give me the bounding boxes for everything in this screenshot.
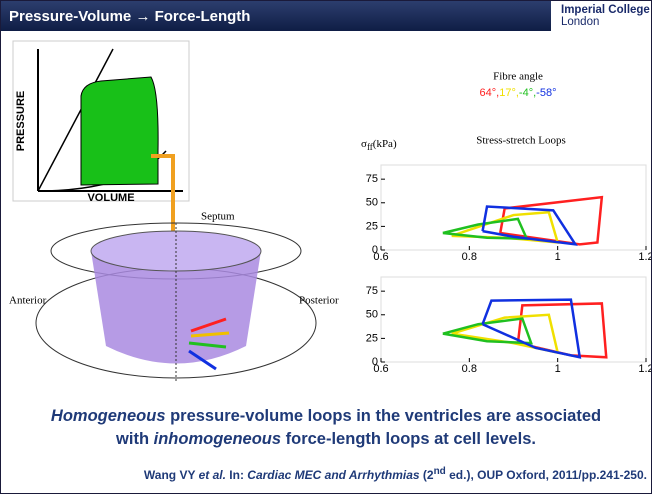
y-tick-label: 25 (366, 332, 378, 344)
legend-entry: -4°, (519, 87, 536, 99)
label: Posterior (299, 295, 339, 307)
text: pressure-volume loops in the ventricles … (166, 407, 602, 425)
text: In: (226, 468, 247, 482)
x-tick-label: 0.6 (373, 363, 388, 375)
body-text: Homogeneous pressure-volume loops in the… (1, 405, 651, 451)
text: force-length loops at cell levels. (281, 430, 536, 448)
x-tick-label: 0.6 (373, 251, 388, 263)
header: Pressure-Volume → Force-Length Imperial … (1, 1, 651, 31)
pv-ylabel: PRESSURE (15, 91, 27, 152)
text: inhomogeneous (154, 430, 281, 448)
y-tick-label: 50 (366, 309, 378, 321)
text: et al. (199, 468, 226, 482)
text: Wang VY (144, 468, 199, 482)
y-tick-label: 25 (366, 220, 378, 232)
x-tick-label: 1.2 (638, 363, 651, 375)
text: ed.), OUP Oxford, 2011/pp.241-250. (446, 468, 647, 482)
text: Cardiac MEC and Arrhythmias (247, 468, 419, 482)
legend: 64°,17°,-4°,-58° (480, 87, 557, 99)
x-tick-label: 1 (555, 251, 561, 263)
x-tick-label: 0.8 (462, 251, 477, 263)
legend-entry: 17°, (499, 87, 519, 99)
legend-entry: 64°, (480, 87, 500, 99)
text: nd (434, 466, 446, 477)
logo-text: Imperial College (561, 4, 650, 16)
x-tick-label: 0.8 (462, 363, 477, 375)
text: (2 (420, 468, 434, 482)
pv-xlabel: VOLUME (87, 192, 134, 204)
label: Anterior (9, 295, 47, 307)
y-tick-label: 75 (366, 285, 378, 297)
chart-title: Stress-stretch Loops (476, 135, 566, 147)
text: (kPa) (373, 138, 397, 150)
slide: PRESSURE VOLUME Septum Anterior Posterio… (0, 0, 652, 494)
y-tick-label: 50 (366, 197, 378, 209)
text: with (116, 430, 154, 448)
pv-loop (81, 77, 158, 185)
title: Pressure-Volume → Force-Length (9, 8, 250, 25)
loop (483, 300, 580, 358)
x-tick-label: 1 (555, 363, 561, 375)
y-tick-label: 75 (366, 173, 378, 185)
y-label: σff(kPa) (361, 138, 397, 153)
label: Septum (201, 211, 235, 223)
legend-entry: -58° (536, 87, 556, 99)
logo-text: London (561, 16, 599, 28)
text: Homogeneous (51, 407, 166, 425)
citation: Wang VY et al. In: Cardiac MEC and Arrhy… (144, 466, 647, 482)
x-tick-label: 1.2 (638, 251, 651, 263)
legend-title: Fibre angle (493, 71, 543, 83)
loop (518, 303, 606, 357)
